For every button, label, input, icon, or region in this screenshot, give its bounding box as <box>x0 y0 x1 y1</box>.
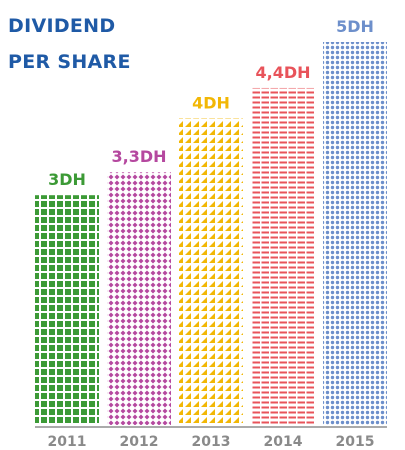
value-label: 4DH <box>192 94 230 113</box>
value-label: 5DH <box>336 17 374 36</box>
value-label: 3DH <box>48 170 86 189</box>
x-tick-label: 2012 <box>120 434 159 450</box>
x-tick-label: 2013 <box>192 434 231 450</box>
bar <box>323 42 387 425</box>
x-tick-label: 2015 <box>336 434 375 450</box>
bar <box>251 87 315 426</box>
bar <box>35 195 99 425</box>
chart-title: DIVIDEND PER SHARE <box>8 15 131 73</box>
bar <box>107 172 171 425</box>
value-label: 3,3DH <box>111 147 166 166</box>
x-tick-label: 2014 <box>264 434 303 450</box>
value-label: 4,4DH <box>255 63 310 82</box>
bar <box>179 118 243 425</box>
x-tick-label: 2011 <box>48 434 87 450</box>
